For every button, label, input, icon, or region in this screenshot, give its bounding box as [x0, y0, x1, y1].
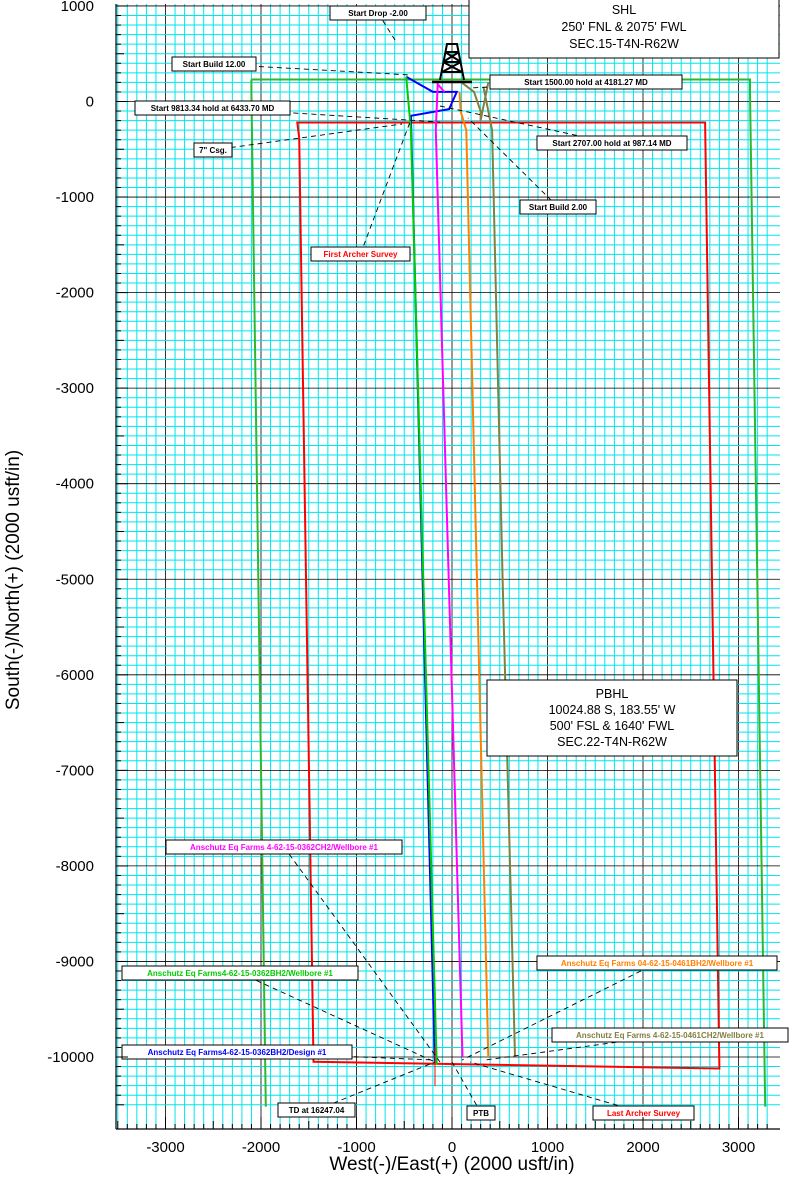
y-tick-label: -5000 — [56, 571, 94, 588]
y-tick-label: -1000 — [56, 189, 94, 206]
y-tick-label: -9000 — [56, 953, 94, 970]
pbhl-line-2: 10024.88 S, 183.55' W — [549, 703, 676, 717]
annotation-label: Start 2707.00 hold at 987.14 MD — [536, 135, 688, 151]
leader-lines — [212, 12, 671, 1114]
annotation-text: PTB — [473, 1109, 489, 1118]
annotation-text: Anschutz Eq Farms 4-62-15-0461CH2/Wellbo… — [576, 1031, 764, 1040]
leader-line — [467, 117, 559, 208]
y-tick-label: -10000 — [47, 1049, 94, 1066]
annotation-text: TD at 16247.04 — [289, 1106, 345, 1115]
x-tick-label: 2000 — [626, 1139, 659, 1156]
axes: -3000 -2000 -1000 0 1000 2000 300010000-1000-2… — [47, 0, 780, 1156]
annotation-label: 7" Csg. — [193, 142, 233, 158]
annotation-text: Anschutz Eq Farms4-62-15-0362BH2/Design … — [148, 1048, 327, 1057]
pbhl-info-box: PBHL 10024.88 S, 183.55' W 500' FSL & 16… — [486, 679, 738, 757]
series-line-1 — [250, 79, 267, 1107]
series-line-5 — [434, 81, 464, 1058]
annotations: Start Drop -2.00 Start Build 12.00 Start 1… — [121, 5, 789, 1121]
leader-line — [461, 962, 658, 1061]
x-tick-label: -1000 — [337, 1139, 375, 1156]
leader-line — [469, 1061, 644, 1114]
grid — [116, 4, 780, 1129]
shl-line-1: SHL — [612, 3, 636, 17]
annotation-text: Start 9813.34 hold at 6433.70 MD — [151, 104, 275, 113]
pbhl-line-3: 500' FSL & 1640' FWL — [550, 719, 675, 733]
series-line-2 — [296, 121, 721, 1070]
annotation-text: Start Build 12.00 — [183, 60, 246, 69]
annotation-label: Anschutz Eq Farms 4-62-15-0461CH2/Wellbo… — [551, 1027, 789, 1043]
x-tick-label: -3000 — [146, 1139, 184, 1156]
annotation-text: Anschutz Eq Farms4-62-15-0362BH2/Wellbor… — [147, 969, 333, 978]
leader-line — [316, 1061, 436, 1111]
annotation-text: Anschutz Eq Farms 04-62-15-0461BH2/Wellb… — [561, 959, 754, 968]
annotation-label: Start Build 12.00 — [171, 56, 257, 72]
y-axis-title: South(-)/North(+) (2000 usft/in) — [3, 450, 24, 710]
pbhl-line-1: PBHL — [596, 687, 629, 701]
leader-line — [213, 63, 411, 76]
annotation-label: PTB — [466, 1105, 496, 1121]
annotation-label: Start 9813.34 hold at 6433.70 MD — [134, 100, 291, 116]
pbhl-line-4: SEC.22-T4N-R62W — [557, 735, 667, 749]
annotation-label: First Archer Survey — [310, 246, 411, 262]
annotation-label: Anschutz Eq Farms 04-62-15-0461BH2/Wellb… — [536, 955, 778, 971]
y-tick-label: -7000 — [56, 762, 94, 779]
annotation-label: Start Drop -2.00 — [329, 5, 427, 21]
annotation-label: Start 1500.00 hold at 4181.27 MD — [489, 74, 683, 90]
shl-line-2: 250' FNL & 2075' FWL — [561, 20, 686, 34]
annotation-text: Start Drop -2.00 — [348, 9, 408, 18]
annotation-text: Start 2707.00 hold at 987.14 MD — [552, 139, 671, 148]
y-tick-label: -4000 — [56, 476, 94, 493]
y-tick-label: -6000 — [56, 667, 94, 684]
annotation-text: Anschutz Eq Farms 4-62-15-0362CH2/Wellbo… — [190, 843, 378, 852]
leader-line — [360, 121, 411, 255]
leader-line — [212, 123, 403, 151]
annotation-label: TD at 16247.04 — [277, 1102, 356, 1118]
annotation-label: Anschutz Eq Farms4-62-15-0362BH2/Design … — [121, 1044, 353, 1060]
x-tick-label: -2000 — [242, 1139, 280, 1156]
annotation-text: First Archer Survey — [324, 250, 399, 259]
annotation-text: Start Build 2.00 — [529, 203, 588, 212]
annotation-text: Start 1500.00 hold at 4181.27 MD — [524, 78, 648, 87]
leader-line — [451, 1061, 482, 1114]
y-tick-label: 0 — [86, 94, 94, 111]
annotation-label: Start Build 2.00 — [519, 199, 597, 215]
y-tick-label: -2000 — [56, 285, 94, 302]
y-tick-label: 1000 — [61, 0, 94, 15]
annotation-text: 7" Csg. — [199, 146, 227, 155]
x-axis-title: West(-)/East(+) (2000 usft/in) — [329, 1154, 574, 1175]
y-tick-label: -3000 — [56, 380, 94, 397]
x-tick-label: 1000 — [531, 1139, 564, 1156]
shl-line-3: SEC.15-T4N-R62W — [569, 37, 679, 51]
x-tick-label: 3000 — [722, 1139, 755, 1156]
annotation-label: Anschutz Eq Farms4-62-15-0362BH2/Wellbor… — [121, 965, 359, 981]
shl-info-box: SHL 250' FNL & 2075' FWL SEC.15-T4N-R62W — [468, 0, 780, 59]
y-tick-label: -8000 — [56, 858, 94, 875]
series-line-8 — [460, 81, 490, 121]
drilling-rig-icon — [432, 43, 472, 84]
series-line-6 — [458, 91, 490, 1058]
annotation-label: Anschutz Eq Farms 4-62-15-0362CH2/Wellbo… — [165, 839, 403, 855]
annotation-text: Last Archer Survey — [607, 1109, 681, 1118]
series-line-4 — [405, 76, 438, 1065]
x-tick-label: 0 — [448, 1139, 456, 1156]
